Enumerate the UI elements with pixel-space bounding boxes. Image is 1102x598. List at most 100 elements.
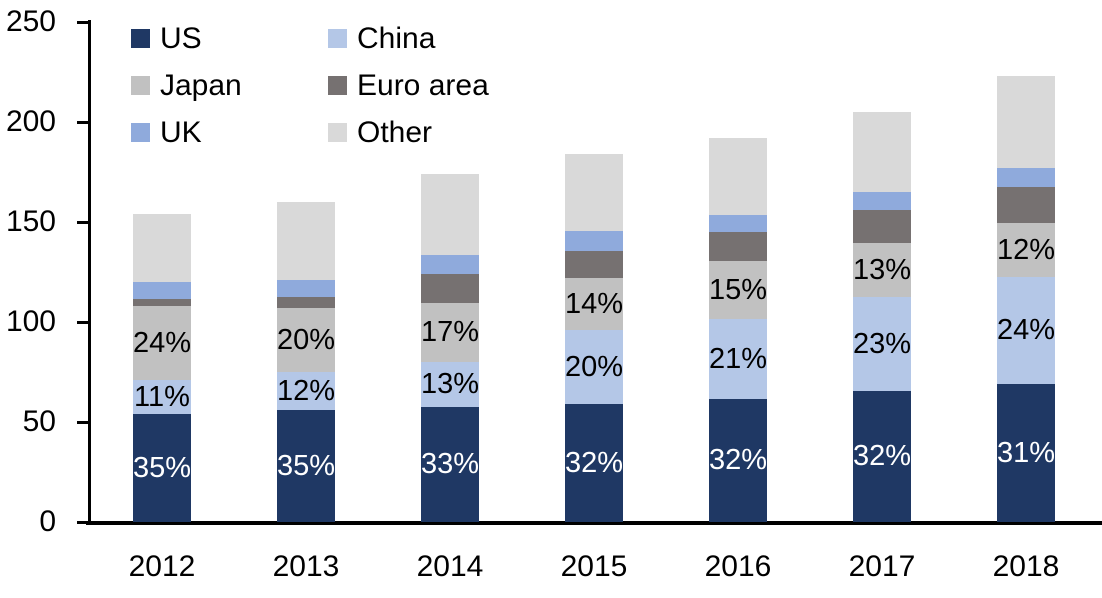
legend-label-other: Other bbox=[357, 115, 433, 149]
legend-swatch-uk bbox=[131, 123, 150, 142]
segment-value-label: 32% bbox=[708, 444, 768, 476]
bar-segment-japan-2013: 20% bbox=[277, 308, 335, 372]
bar-segment-china-2014: 13% bbox=[421, 362, 479, 407]
bar-segment-other-2017 bbox=[853, 112, 911, 192]
segment-value-label: 12% bbox=[996, 233, 1056, 266]
segment-value-label: 20% bbox=[564, 350, 624, 383]
bar-segment-us-2018: 31% bbox=[997, 384, 1055, 522]
bar-segment-uk-2014 bbox=[421, 255, 479, 274]
bar-segment-china-2015: 20% bbox=[565, 330, 623, 404]
legend-item-euro-area: Euro area bbox=[328, 70, 489, 100]
segment-value-label: 13% bbox=[852, 253, 912, 286]
segment-value-label: 21% bbox=[708, 342, 768, 375]
legend-swatch-other bbox=[328, 123, 347, 142]
bar-segment-other-2018 bbox=[997, 76, 1055, 168]
segment-value-label: 12% bbox=[276, 374, 336, 407]
x-tick-label-2016: 2016 bbox=[704, 550, 772, 583]
bar-segment-china-2012: 11% bbox=[133, 380, 191, 414]
y-tick-label-150: 150 bbox=[5, 205, 56, 238]
segment-value-label: 11% bbox=[134, 380, 190, 413]
bar-segment-japan-2015: 14% bbox=[565, 278, 623, 330]
x-tick-label-2017: 2017 bbox=[848, 550, 916, 583]
segment-value-label: 14% bbox=[564, 287, 624, 320]
bar-segment-other-2016 bbox=[709, 138, 767, 215]
bar-segment-uk-2016 bbox=[709, 215, 767, 232]
x-tick-label-2014: 2014 bbox=[416, 550, 484, 583]
bar-segment-china-2013: 12% bbox=[277, 372, 335, 410]
y-tick-label-0: 0 bbox=[39, 505, 56, 538]
x-tick-label-2015: 2015 bbox=[560, 550, 628, 583]
x-tick-label-2018: 2018 bbox=[992, 550, 1060, 583]
y-tick-mark bbox=[77, 421, 89, 424]
bar-segment-uk-2012 bbox=[133, 282, 191, 299]
segment-value-label: 24% bbox=[132, 326, 192, 359]
segment-value-label: 32% bbox=[852, 440, 912, 472]
bar-segment-euro-area-2017 bbox=[853, 210, 911, 243]
legend-swatch-euro-area bbox=[328, 76, 347, 95]
legend-item-other: Other bbox=[328, 117, 432, 147]
bar-segment-japan-2018: 12% bbox=[997, 223, 1055, 277]
legend-swatch-us bbox=[131, 29, 150, 48]
legend-label-euro-area: Euro area bbox=[357, 68, 489, 102]
bar-segment-us-2015: 32% bbox=[565, 404, 623, 522]
segment-value-label: 33% bbox=[420, 448, 480, 480]
bar-segment-other-2015 bbox=[565, 154, 623, 231]
segment-value-label: 32% bbox=[564, 446, 624, 479]
segment-value-label: 13% bbox=[420, 368, 480, 400]
x-tick-label-2012: 2012 bbox=[128, 550, 196, 583]
legend-item-uk: UK bbox=[131, 117, 202, 147]
legend-item-us: US bbox=[131, 23, 202, 53]
segment-value-label: 35% bbox=[276, 449, 336, 482]
bar-segment-euro-area-2016 bbox=[709, 232, 767, 261]
bar-segment-uk-2013 bbox=[277, 280, 335, 297]
segment-value-label: 17% bbox=[420, 316, 480, 348]
bar-segment-us-2016: 32% bbox=[709, 399, 767, 522]
bar-segment-us-2014: 33% bbox=[421, 407, 479, 522]
bar-segment-euro-area-2014 bbox=[421, 274, 479, 303]
segment-value-label: 23% bbox=[852, 327, 912, 360]
bar-segment-japan-2016: 15% bbox=[709, 261, 767, 319]
bar-segment-other-2012 bbox=[133, 214, 191, 282]
y-tick-label-50: 50 bbox=[22, 405, 56, 438]
legend-label-us: US bbox=[160, 21, 202, 55]
segment-value-label: 20% bbox=[276, 323, 336, 356]
bar-segment-uk-2018 bbox=[997, 168, 1055, 187]
segment-value-label: 24% bbox=[996, 314, 1056, 346]
segment-value-label: 15% bbox=[708, 273, 768, 306]
segment-value-label: 35% bbox=[132, 451, 192, 484]
bar-segment-other-2013 bbox=[277, 202, 335, 280]
bar-segment-china-2016: 21% bbox=[709, 319, 767, 399]
legend-item-china: China bbox=[328, 23, 435, 53]
bar-segment-euro-area-2012 bbox=[133, 299, 191, 306]
bar-segment-uk-2017 bbox=[853, 192, 911, 210]
y-tick-label-250: 250 bbox=[5, 5, 56, 38]
bar-segment-china-2018: 24% bbox=[997, 277, 1055, 384]
bar-segment-us-2017: 32% bbox=[853, 391, 911, 522]
y-tick-label-200: 200 bbox=[5, 105, 56, 138]
legend-label-japan: Japan bbox=[160, 68, 242, 102]
legend-item-japan: Japan bbox=[131, 70, 242, 100]
bar-segment-us-2013: 35% bbox=[277, 410, 335, 522]
bar-segment-euro-area-2015 bbox=[565, 251, 623, 278]
bar-segment-other-2014 bbox=[421, 174, 479, 255]
bar-segment-us-2012: 35% bbox=[133, 414, 191, 522]
bar-segment-china-2017: 23% bbox=[853, 297, 911, 391]
bar-segment-uk-2015 bbox=[565, 231, 623, 251]
legend-label-china: China bbox=[357, 21, 436, 55]
bar-segment-japan-2012: 24% bbox=[133, 306, 191, 380]
y-tick-mark bbox=[77, 521, 89, 524]
legend-label-uk: UK bbox=[160, 115, 202, 149]
segment-value-label: 31% bbox=[996, 436, 1056, 469]
bar-segment-japan-2017: 13% bbox=[853, 243, 911, 297]
y-tick-mark bbox=[77, 221, 89, 224]
bar-segment-euro-area-2013 bbox=[277, 297, 335, 308]
legend-swatch-china bbox=[328, 29, 347, 48]
bar-segment-euro-area-2018 bbox=[997, 187, 1055, 223]
legend-swatch-japan bbox=[131, 76, 150, 95]
x-axis-line bbox=[86, 521, 1102, 525]
y-tick-mark bbox=[77, 21, 89, 24]
y-tick-mark bbox=[77, 121, 89, 124]
x-tick-label-2013: 2013 bbox=[272, 550, 340, 583]
bar-segment-japan-2014: 17% bbox=[421, 303, 479, 362]
